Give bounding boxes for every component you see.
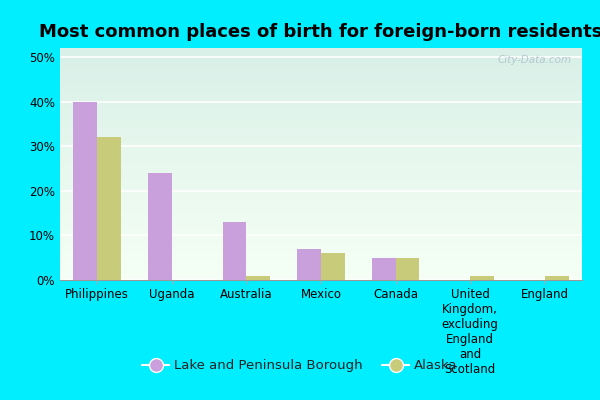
Bar <box>395 258 419 280</box>
Bar <box>73 102 97 280</box>
Bar <box>223 222 247 280</box>
Bar <box>297 249 321 280</box>
Bar <box>148 173 172 280</box>
Title: Most common places of birth for foreign-born residents: Most common places of birth for foreign-… <box>40 23 600 41</box>
Bar <box>247 276 270 280</box>
Bar <box>321 253 345 280</box>
Text: City-Data.com: City-Data.com <box>497 55 572 65</box>
Bar <box>97 137 121 280</box>
Bar <box>545 276 569 280</box>
Legend: Lake and Peninsula Borough, Alaska: Lake and Peninsula Borough, Alaska <box>137 354 463 378</box>
Bar <box>372 258 395 280</box>
Bar <box>470 276 494 280</box>
